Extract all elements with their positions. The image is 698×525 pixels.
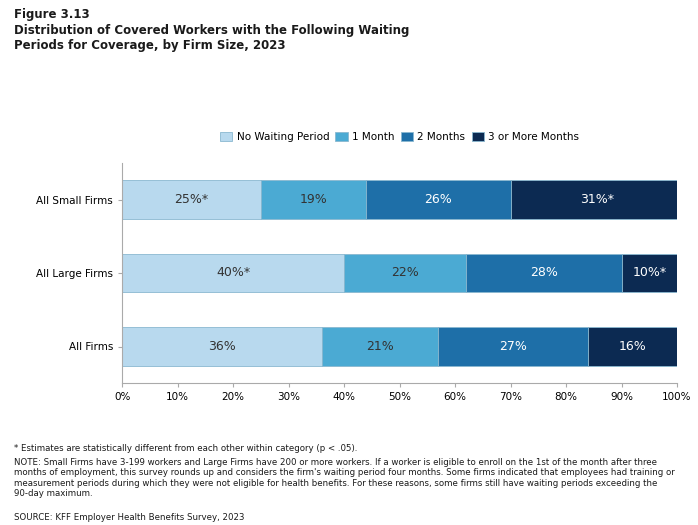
Text: 25%*: 25%* — [174, 193, 209, 206]
Text: 19%: 19% — [299, 193, 327, 206]
Bar — [261, 181, 366, 218]
Text: Distribution of Covered Workers with the Following Waiting
Periods for Coverage,: Distribution of Covered Workers with the… — [14, 24, 409, 51]
Text: 10%*: 10%* — [632, 267, 667, 279]
Bar — [122, 181, 261, 218]
Text: Figure 3.13: Figure 3.13 — [14, 8, 89, 21]
Bar — [366, 181, 510, 218]
Bar — [510, 181, 683, 218]
Text: * Estimates are statistically different from each other within category (p < .05: * Estimates are statistically different … — [14, 444, 357, 453]
Bar — [622, 254, 677, 292]
Text: 40%*: 40%* — [216, 267, 250, 279]
Bar — [322, 328, 438, 365]
Text: NOTE: Small Firms have 3-199 workers and Large Firms have 200 or more workers. I: NOTE: Small Firms have 3-199 workers and… — [14, 458, 675, 498]
Bar — [438, 328, 588, 365]
Bar — [344, 254, 466, 292]
Text: 27%: 27% — [500, 340, 527, 353]
Bar — [588, 328, 677, 365]
Text: 28%: 28% — [530, 267, 558, 279]
Text: 36%: 36% — [208, 340, 236, 353]
Text: 21%: 21% — [366, 340, 394, 353]
Text: 26%: 26% — [424, 193, 452, 206]
Text: 31%*: 31%* — [579, 193, 614, 206]
Bar — [466, 254, 621, 292]
Bar — [122, 328, 322, 365]
Text: SOURCE: KFF Employer Health Benefits Survey, 2023: SOURCE: KFF Employer Health Benefits Sur… — [14, 513, 244, 522]
Text: 16%: 16% — [619, 340, 646, 353]
Text: 22%: 22% — [392, 267, 419, 279]
Legend: No Waiting Period, 1 Month, 2 Months, 3 or More Months: No Waiting Period, 1 Month, 2 Months, 3 … — [220, 132, 579, 142]
Bar — [122, 254, 344, 292]
